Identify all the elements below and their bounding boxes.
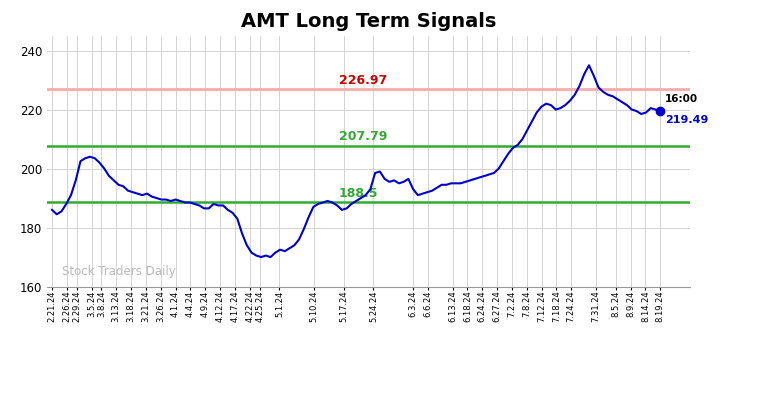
Text: 16:00: 16:00 bbox=[665, 94, 699, 104]
Text: 226.97: 226.97 bbox=[339, 74, 387, 87]
Text: 219.49: 219.49 bbox=[665, 115, 709, 125]
Title: AMT Long Term Signals: AMT Long Term Signals bbox=[241, 12, 496, 31]
Text: 207.79: 207.79 bbox=[339, 130, 387, 143]
Text: 188.5: 188.5 bbox=[339, 187, 379, 200]
Text: Stock Traders Daily: Stock Traders Daily bbox=[62, 265, 176, 278]
